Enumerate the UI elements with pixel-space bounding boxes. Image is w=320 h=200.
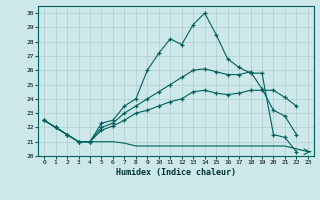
- X-axis label: Humidex (Indice chaleur): Humidex (Indice chaleur): [116, 168, 236, 177]
